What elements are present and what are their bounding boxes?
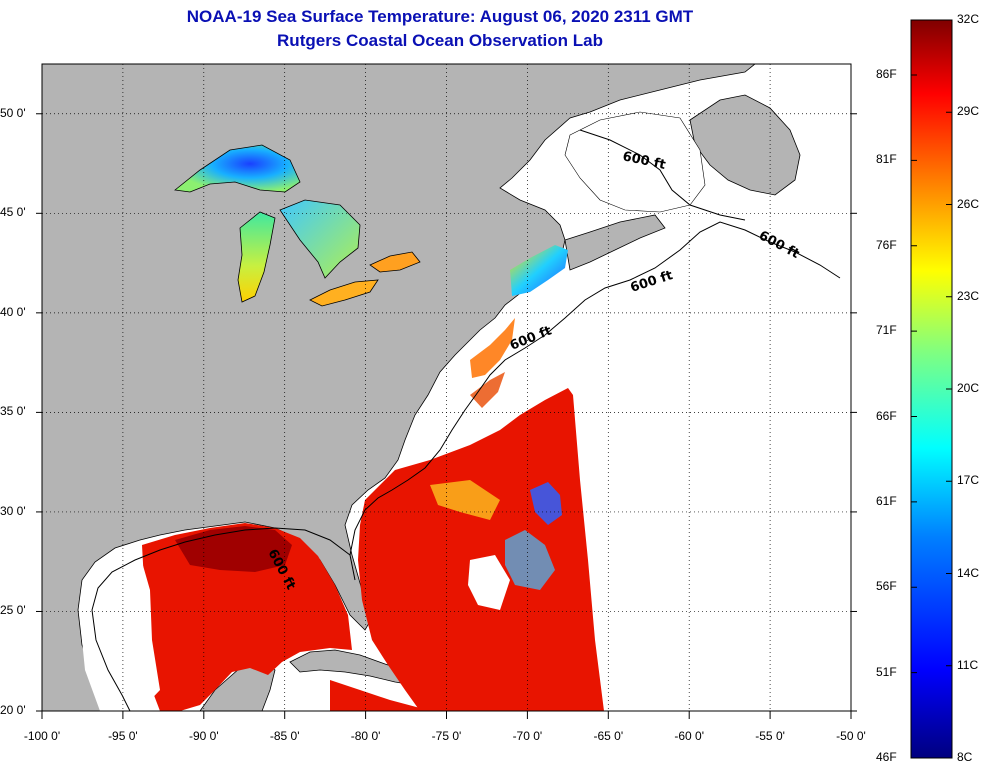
colorbar-fahrenheit-label: 61F: [876, 493, 897, 508]
caribbean-sst: [330, 680, 420, 711]
maritimes-land: [564, 214, 666, 271]
lat-tick-label: 20 0': [0, 703, 26, 717]
lon-tick-label: -85 0': [269, 729, 300, 743]
colorbar-fahrenheit-label: 66F: [876, 408, 897, 423]
lake-ontario: [369, 251, 421, 273]
north-america-land: [42, 64, 756, 711]
colorbar-ticks: [911, 19, 952, 759]
lat-tick-label: 45 0': [0, 205, 26, 220]
colorbar-celsius-label: 14C: [957, 565, 980, 580]
atlantic-cloud-gap: [468, 555, 510, 610]
colorbar-celsius-label: 26C: [957, 196, 980, 211]
map-subtitle: Rutgers Coastal Ocean Observation Lab: [277, 31, 603, 50]
lat-tick-label: 35 0': [0, 404, 26, 419]
atlantic-yellow-band: [430, 480, 500, 520]
lon-tick-label: -70 0': [512, 729, 543, 743]
lon-tick-label: -65 0': [593, 729, 624, 743]
colorbar-celsius-label: 29C: [957, 104, 980, 119]
colorbar-fahrenheit-label: 51F: [876, 664, 897, 679]
lon-tick-label: -100 0': [23, 729, 61, 743]
lake-michigan: [237, 211, 276, 303]
colorbar-celsius-label: 32C: [957, 12, 980, 26]
gulf-deep-white: [80, 555, 160, 711]
lon-tick-label: -90 0': [188, 729, 219, 743]
mid-atlantic-sst: [470, 318, 515, 378]
colorbar-celsius-label: 11C: [957, 657, 979, 672]
colorbar-celsius-label: 20C: [957, 381, 980, 395]
colorbar-celsius-label: 23C: [957, 288, 980, 303]
colorbar-celsius-label: 17C: [957, 473, 980, 488]
contour-line-atlantic: [349, 221, 841, 581]
grid-lines: [42, 64, 851, 711]
newfoundland-land: [689, 94, 801, 196]
shelf-sst: [470, 372, 505, 408]
lon-tick-label: -55 0': [755, 729, 785, 743]
lat-tick-label: 30 0': [0, 503, 26, 518]
lake-erie: [309, 279, 379, 307]
contour-line-gulf: [91, 527, 351, 711]
colorbar-fahrenheit-label: 71F: [876, 323, 897, 338]
lon-tick-label: -95 0': [108, 729, 138, 743]
atlantic-cool-patch: [530, 482, 562, 525]
colorbar-fahrenheit-label: 86F: [876, 67, 897, 81]
colorbar-fahrenheit-label: 46F: [876, 750, 897, 764]
gulf-of-mexico-sst: [142, 523, 352, 711]
axis-ticks: [36, 113, 857, 719]
colorbar: [910, 19, 953, 759]
lon-tick-label: -50 0': [836, 729, 866, 743]
lat-tick-label: 25 0': [0, 603, 26, 618]
lon-tick-label: -60 0': [674, 729, 705, 743]
lake-superior: [174, 144, 301, 193]
atlantic-warm-sst: [358, 388, 604, 711]
lat-tick-label: 40 0': [0, 304, 26, 319]
colorbar-fahrenheit-label: 76F: [876, 237, 897, 252]
lat-tick-label: 50 0': [0, 105, 26, 120]
gulf-of-maine-sst: [510, 245, 568, 296]
colorbar-fahrenheit-label: 81F: [876, 152, 897, 167]
colorbar-fahrenheit-label: 56F: [876, 579, 897, 594]
lake-huron: [279, 199, 361, 279]
colorbar-celsius-label: 8C: [957, 750, 973, 764]
map-title: NOAA-19 Sea Surface Temperature: August …: [186, 7, 694, 26]
lon-tick-label: -75 0': [431, 729, 462, 743]
lon-tick-label: -80 0': [350, 729, 381, 743]
atlantic-mixed-patch: [505, 530, 555, 590]
